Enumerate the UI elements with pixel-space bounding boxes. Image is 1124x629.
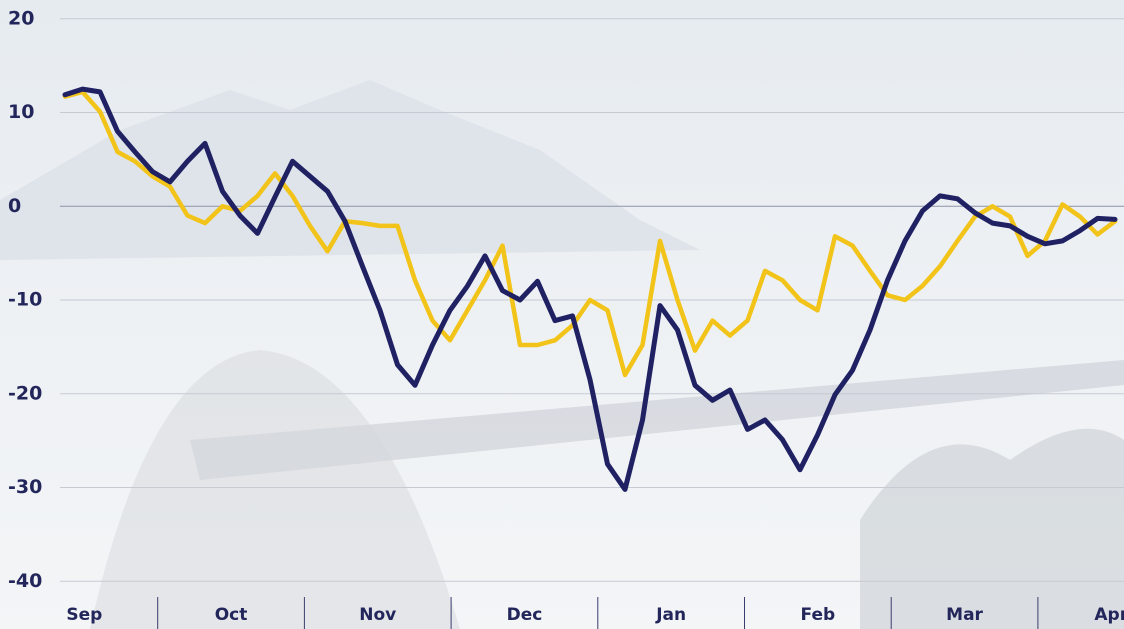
chart: 20 10 0 -10 -20 -30 -40 Sep Oct Nov Dec Jan Feb Mar Ap… [0, 0, 1124, 629]
x-tick-label: Oct [215, 605, 248, 625]
y-tick-label: 20 [8, 7, 34, 29]
y-tick-label: -20 [8, 382, 42, 404]
y-tick-label: -30 [8, 476, 42, 498]
x-tick-label: Apr [1094, 605, 1124, 625]
y-tick-label: 0 [8, 195, 21, 217]
x-tick-label: Dec [507, 605, 543, 625]
x-tick-label: Jan [655, 605, 686, 625]
x-tick-label: Mar [946, 605, 983, 625]
x-tick-label: Sep [66, 605, 102, 625]
y-tick-label: -40 [8, 570, 42, 592]
y-tick-label: 10 [8, 101, 34, 123]
y-tick-label: -10 [8, 289, 42, 311]
x-tick-label: Feb [801, 605, 836, 625]
x-tick-label: Nov [359, 605, 396, 625]
